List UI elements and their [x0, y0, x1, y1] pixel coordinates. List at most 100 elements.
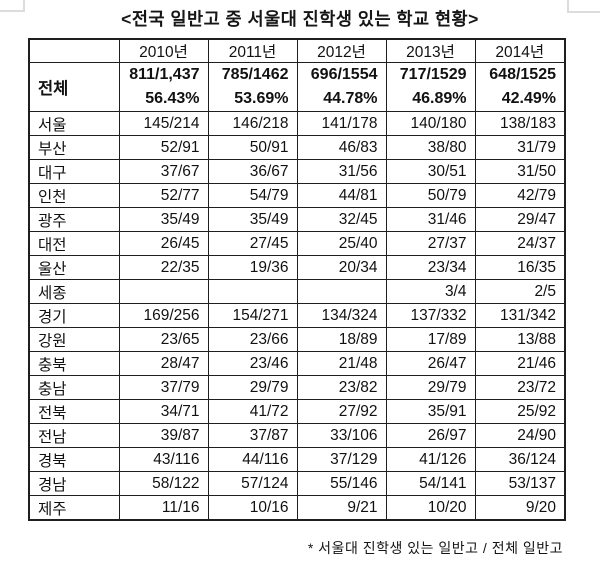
value-cell: 27/45	[207, 231, 298, 256]
total-percent: 42.49%	[501, 90, 556, 107]
total-fraction: 811/1,437	[129, 66, 200, 83]
region-label: 충남	[28, 375, 120, 400]
value-cell: 24/37	[474, 231, 566, 256]
total-row: 전체 811/1,437 56.43% 785/1462 53.69% 696/1554 4…	[28, 62, 566, 112]
value-cell: 13/88	[474, 327, 566, 352]
value-cell: 26/97	[385, 423, 476, 448]
value-cell: 145/214	[118, 111, 209, 136]
value-cell: 54/79	[207, 183, 298, 208]
value-cell: 25/40	[296, 231, 387, 256]
value-cell: 20/34	[296, 255, 387, 280]
table-row: 인천 52/77 54/79 44/81 50/79 42/79	[28, 183, 566, 208]
year-column-header: 2010년	[118, 38, 209, 63]
value-cell: 18/89	[296, 327, 387, 352]
value-cell: 9/21	[296, 495, 387, 521]
value-cell: 26/45	[118, 231, 209, 256]
value-cell: 23/34	[385, 255, 476, 280]
value-cell: 29/79	[207, 375, 298, 400]
table-row: 대구 37/67 36/67 31/56 30/51 31/50	[28, 159, 566, 184]
total-percent: 44.78%	[323, 90, 378, 107]
value-cell: 24/90	[474, 423, 566, 448]
value-cell: 16/35	[474, 255, 566, 280]
region-label: 제주	[28, 495, 120, 521]
value-cell: 35/49	[118, 207, 209, 232]
value-cell: 36/124	[474, 447, 566, 472]
region-label: 경북	[28, 447, 120, 472]
value-cell: 9/20	[474, 495, 566, 521]
total-fraction: 785/1462	[221, 66, 289, 83]
total-value-cell: 696/1554 44.78%	[296, 62, 387, 112]
value-cell: 21/46	[474, 351, 566, 376]
table-row: 경북 43/116 44/116 37/129 41/126 36/124	[28, 447, 566, 472]
year-column-header: 2013년	[385, 38, 476, 63]
year-column-header: 2014년	[474, 38, 566, 63]
table-row: 광주 35/49 35/49 32/45 31/46 29/47	[28, 207, 566, 232]
value-cell: 146/218	[207, 111, 298, 136]
value-cell: 25/92	[474, 399, 566, 424]
value-cell: 44/116	[207, 447, 298, 472]
value-cell: 29/47	[474, 207, 566, 232]
page-title: <전국 일반고 중 서울대 진학생 있는 학교 현황>	[121, 9, 479, 29]
value-cell: 42/79	[474, 183, 566, 208]
region-label: 대전	[28, 231, 120, 256]
table-header-row: 2010년 2011년 2012년 2013년 2014년	[28, 38, 566, 63]
table-row: 부산 52/91 50/91 46/83 38/80 31/79	[28, 135, 566, 160]
total-value-cell: 811/1,437 56.43%	[118, 62, 209, 112]
region-label: 대구	[28, 159, 120, 184]
value-cell: 21/48	[296, 351, 387, 376]
value-cell: 26/47	[385, 351, 476, 376]
region-label: 부산	[28, 135, 120, 160]
region-label: 전북	[28, 399, 120, 424]
region-label: 경남	[28, 471, 120, 496]
value-cell: 55/146	[296, 471, 387, 496]
value-cell	[296, 279, 387, 304]
value-cell	[207, 279, 298, 304]
value-cell: 54/141	[385, 471, 476, 496]
value-cell: 33/106	[296, 423, 387, 448]
table-row: 제주 11/16 10/16 9/21 10/20 9/20	[28, 495, 566, 521]
value-cell: 23/66	[207, 327, 298, 352]
value-cell: 22/35	[118, 255, 209, 280]
value-cell: 154/271	[207, 303, 298, 328]
table-row: 울산 22/35 19/36 20/34 23/34 16/35	[28, 255, 566, 280]
value-cell: 53/137	[474, 471, 566, 496]
value-cell: 37/79	[118, 375, 209, 400]
region-admissions-table: 2010년 2011년 2012년 2013년 2014년 전체 811/1,437 56.…	[28, 38, 566, 521]
value-cell: 52/91	[118, 135, 209, 160]
value-cell: 50/91	[207, 135, 298, 160]
value-cell: 19/36	[207, 255, 298, 280]
value-cell: 137/332	[385, 303, 476, 328]
value-cell: 169/256	[118, 303, 209, 328]
value-cell: 58/122	[118, 471, 209, 496]
total-row-label: 전체	[28, 62, 120, 112]
region-label: 경기	[28, 303, 120, 328]
total-fraction: 696/1554	[310, 66, 378, 83]
value-cell: 37/67	[118, 159, 209, 184]
table-row: 서울 145/214 146/218 141/178 140/180 138/183	[28, 111, 566, 136]
value-cell: 29/79	[385, 375, 476, 400]
value-cell: 37/129	[296, 447, 387, 472]
table-row: 대전 26/45 27/45 25/40 27/37 24/37	[28, 231, 566, 256]
region-label: 서울	[28, 111, 120, 136]
total-percent: 56.43%	[145, 90, 200, 107]
value-cell: 3/4	[385, 279, 476, 304]
value-cell: 134/324	[296, 303, 387, 328]
value-cell: 41/72	[207, 399, 298, 424]
value-cell: 31/56	[296, 159, 387, 184]
total-percent: 46.89%	[412, 90, 467, 107]
value-cell: 2/5	[474, 279, 566, 304]
year-column-header: 2011년	[207, 38, 298, 63]
total-value-cell: 785/1462 53.69%	[207, 62, 298, 112]
region-label: 충북	[28, 351, 120, 376]
table-row: 충남 37/79 29/79 23/82 29/79 23/72	[28, 375, 566, 400]
value-cell: 23/65	[118, 327, 209, 352]
region-label: 강원	[28, 327, 120, 352]
value-cell: 32/45	[296, 207, 387, 232]
region-label: 세종	[28, 279, 120, 304]
value-cell: 131/342	[474, 303, 566, 328]
total-percent: 53.69%	[234, 90, 289, 107]
value-cell: 10/16	[207, 495, 298, 521]
total-fraction: 717/1529	[399, 66, 467, 83]
value-cell: 35/91	[385, 399, 476, 424]
value-cell: 46/83	[296, 135, 387, 160]
